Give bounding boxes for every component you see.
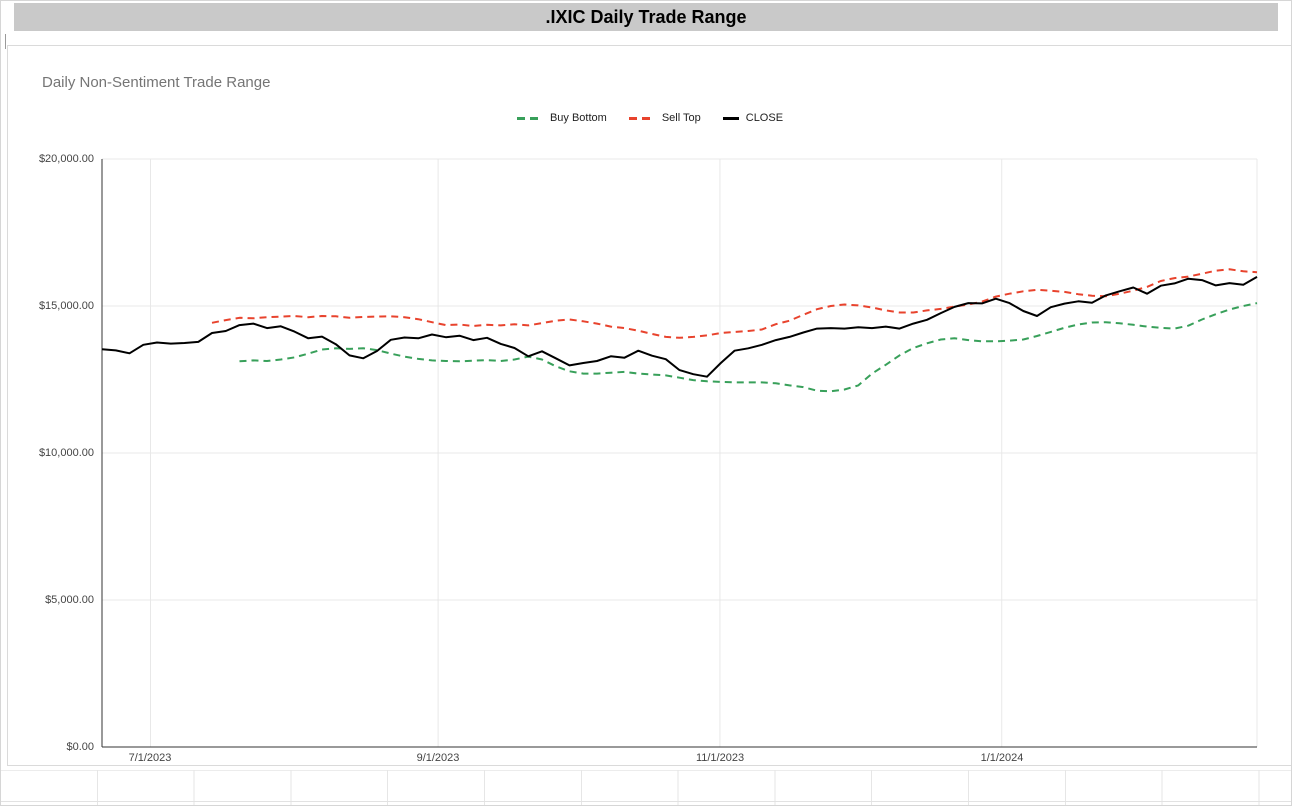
legend-label-sell-top: Sell Top: [661, 112, 701, 124]
y-axis-label: $15,000.00: [38, 300, 94, 312]
chart-legend: Buy Bottom Sell Top CLOSE: [8, 112, 1291, 124]
y-axis-label: $20,000.00: [38, 153, 94, 165]
legend-item-close: CLOSE: [722, 112, 784, 124]
legend-label-close: CLOSE: [745, 112, 784, 124]
plot-area: [101, 158, 1258, 748]
x-axis-label: 1/1/2024: [980, 752, 1024, 764]
y-axis-label: $5,000.00: [45, 594, 94, 606]
sheet-grid-row[interactable]: [1, 770, 1291, 805]
x-axis-label: 11/1/2023: [695, 752, 745, 764]
y-axis-label: $0.00: [66, 741, 94, 753]
sheet-row-line: [1, 801, 1291, 802]
chart-subtitle: Daily Non-Sentiment Trade Range: [42, 74, 271, 91]
y-axis-label: $10,000.00: [38, 447, 94, 459]
x-axis-label: 9/1/2023: [416, 752, 460, 764]
chart-title-bar[interactable]: .IXIC Daily Trade Range: [14, 3, 1278, 31]
buy-bottom-dash-icon: [516, 116, 543, 120]
x-axis-label: 7/1/2023: [128, 752, 172, 764]
sheet-corner-mark: [5, 34, 6, 49]
sell-top-dash-icon: [628, 116, 655, 120]
legend-label-buy-bottom: Buy Bottom: [549, 112, 607, 124]
chart-title: .IXIC Daily Trade Range: [545, 6, 747, 27]
legend-item-buy-bottom: Buy Bottom: [516, 112, 607, 124]
legend-item-sell-top: Sell Top: [628, 112, 701, 124]
close-line-icon: [722, 116, 739, 120]
chart-frame[interactable]: Daily Non-Sentiment Trade Range Buy Bott…: [7, 45, 1291, 766]
